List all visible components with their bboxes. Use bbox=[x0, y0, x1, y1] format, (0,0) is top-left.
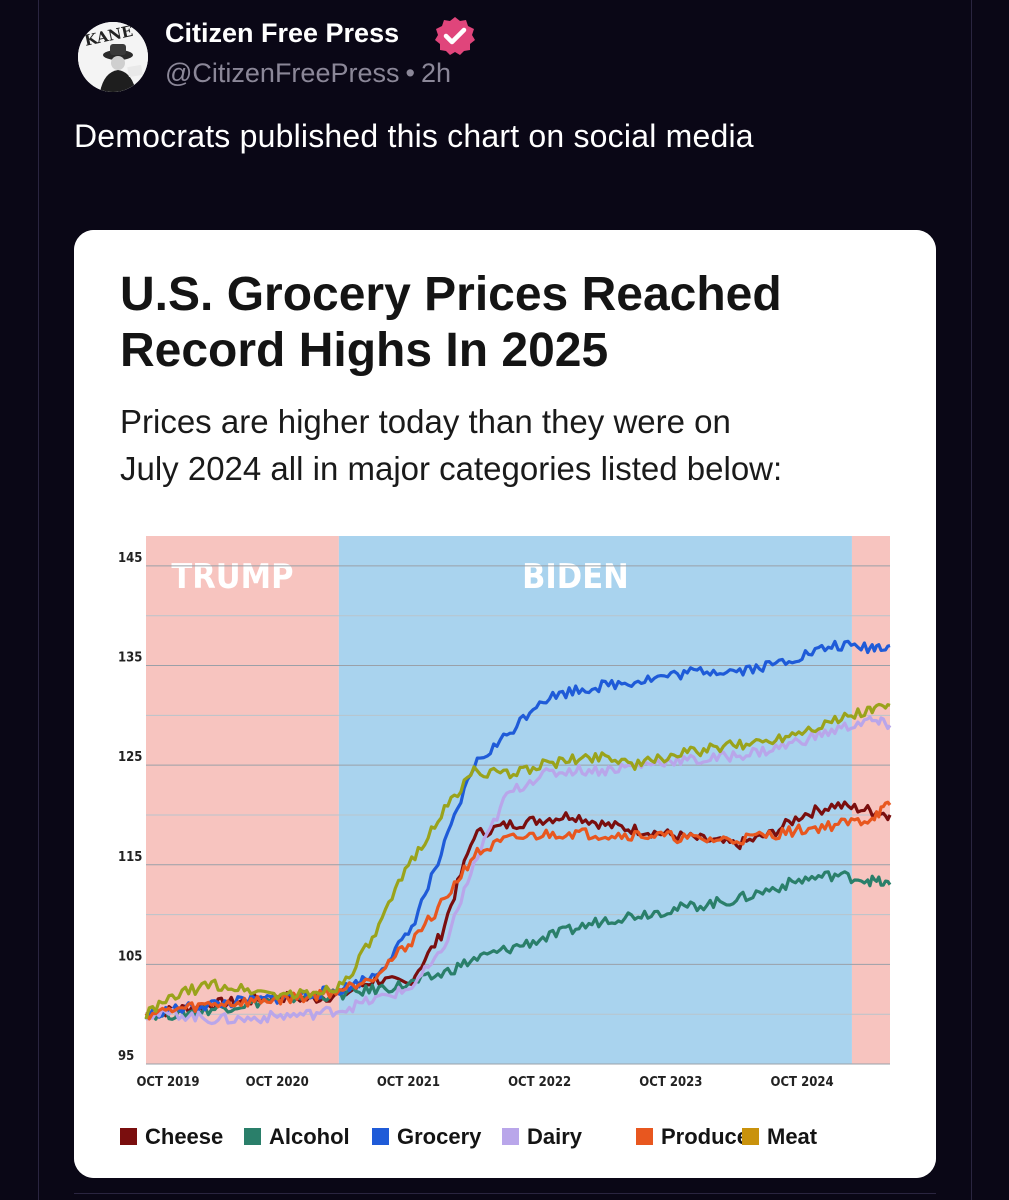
y-tick-label: 105 bbox=[118, 949, 142, 964]
author-handle[interactable]: @CitizenFreePress bbox=[165, 58, 400, 88]
legend-swatch-meat bbox=[742, 1128, 759, 1145]
timeline-right-border bbox=[971, 0, 972, 1200]
handle-row: @CitizenFreePress • 2h bbox=[165, 58, 457, 89]
chart-title-line-2: Record Highs In 2025 bbox=[120, 324, 608, 377]
era-label-trump: TRUMP bbox=[171, 557, 293, 597]
x-tick-label: OCT 2022 bbox=[508, 1075, 571, 1090]
y-tick-label: 115 bbox=[118, 850, 142, 865]
legend-swatch-dairy bbox=[502, 1128, 519, 1145]
y-tick-label: 125 bbox=[118, 750, 142, 765]
legend-label-produce: Produce bbox=[661, 1124, 749, 1149]
series-line-dairy bbox=[145, 715, 892, 1026]
chart-subtitle-line-2: July 2024 all in major categories listed… bbox=[120, 450, 782, 487]
grocery-chart: U.S. Grocery Prices Reached Record Highs… bbox=[74, 230, 936, 1178]
y-tick-label: 135 bbox=[118, 651, 142, 666]
legend-label-cheese: Cheese bbox=[145, 1124, 223, 1149]
post-text: Democrats published this chart on social… bbox=[74, 118, 754, 154]
era-band-trump-2025 bbox=[851, 536, 890, 1064]
legend-swatch-grocery bbox=[372, 1128, 389, 1145]
legend-swatch-produce bbox=[636, 1128, 653, 1145]
y-tick-label: 95 bbox=[118, 1049, 134, 1064]
post-time[interactable]: 2h bbox=[420, 58, 451, 88]
legend-label-grocery: Grocery bbox=[397, 1124, 482, 1149]
chart-title-line-1: U.S. Grocery Prices Reached bbox=[120, 268, 782, 321]
post-bottom-divider bbox=[74, 1193, 936, 1194]
media-card[interactable]: U.S. Grocery Prices Reached Record Highs… bbox=[74, 230, 936, 1178]
series-line-produce bbox=[144, 800, 892, 1021]
verified-badge-icon bbox=[435, 17, 475, 55]
era-label-biden: BIDEN bbox=[522, 557, 629, 597]
legend-swatch-alcohol bbox=[244, 1128, 261, 1145]
meta-separator: • bbox=[405, 58, 415, 88]
author-avatar[interactable]: KANE bbox=[78, 22, 148, 92]
era-band-trump bbox=[146, 536, 339, 1064]
author-name[interactable]: Citizen Free Press bbox=[165, 18, 400, 48]
x-tick-label: OCT 2021 bbox=[377, 1075, 440, 1090]
y-tick-label: 145 bbox=[118, 551, 142, 566]
series-line-grocery bbox=[145, 639, 891, 1019]
chart-subtitle-line-1: Prices are higher today than they were o… bbox=[120, 403, 731, 440]
legend-label-alcohol: Alcohol bbox=[269, 1124, 350, 1149]
legend-label-meat: Meat bbox=[767, 1124, 818, 1149]
x-tick-label: OCT 2024 bbox=[771, 1075, 834, 1090]
legend-label-dairy: Dairy bbox=[527, 1124, 583, 1149]
legend-swatch-cheese bbox=[120, 1128, 137, 1145]
x-tick-label: OCT 2020 bbox=[246, 1075, 309, 1090]
series-line-meat bbox=[144, 702, 891, 1020]
x-tick-label: OCT 2023 bbox=[639, 1075, 702, 1090]
x-tick-label: OCT 2019 bbox=[136, 1075, 199, 1090]
timeline-left-border bbox=[38, 0, 39, 1200]
